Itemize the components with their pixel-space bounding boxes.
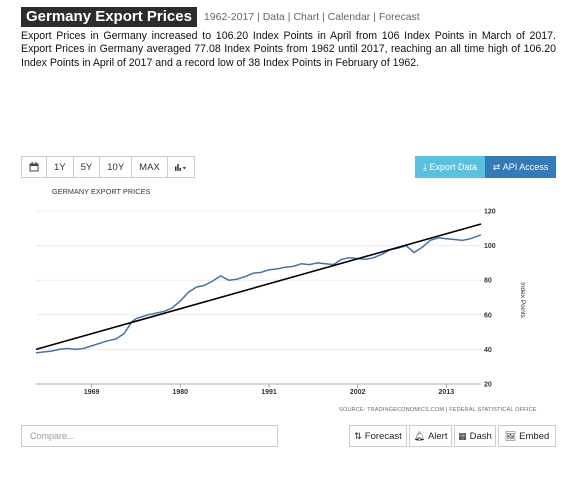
download-icon: ⤓ [422, 161, 430, 172]
chart-type-dropdown[interactable] [166, 156, 195, 178]
alert-label: Alert [427, 430, 448, 442]
dash-label: Dash [469, 430, 492, 442]
compare-input[interactable] [21, 425, 278, 447]
export-data-button[interactable]: ⤓ Export Data [415, 156, 485, 178]
api-access-label: API Access [502, 162, 549, 172]
x-tick-label: 2013 [439, 389, 455, 396]
dashboard-grid-icon: ▦ [458, 430, 467, 441]
bell-icon: 🔔︎ [413, 430, 425, 441]
y-tick-label: 20 [484, 382, 492, 389]
y-axis-label: Index Points [519, 282, 526, 319]
description-text: Export Prices in Germany increased to 10… [21, 30, 556, 69]
x-tick-label: 2002 [350, 389, 366, 396]
exchange-icon: ⇄ [492, 161, 503, 172]
chart-toolbar: 1Y 5Y 10Y MAX [21, 156, 195, 178]
embed-label: Embed [519, 430, 550, 442]
y-tick-label: 100 [484, 243, 496, 250]
y-tick-label: 80 [484, 278, 492, 285]
y-tick-label: 120 [484, 209, 496, 216]
x-tick-label: 1991 [261, 389, 277, 396]
chart-title: GERMANY EXPORT PRICES [52, 187, 151, 196]
y-tick-label: 60 [484, 312, 492, 319]
calendar-button[interactable] [21, 156, 47, 178]
forecast-label: Forecast [364, 430, 402, 442]
x-tick-label: 1980 [173, 389, 189, 396]
y-tick-label: 40 [484, 347, 492, 354]
page-header: Germany Export Prices 1962-2017 | Data |… [21, 7, 420, 27]
page-title: Germany Export Prices [21, 7, 197, 27]
range-5y-button[interactable]: 5Y [72, 156, 101, 178]
alert-button[interactable]: 🔔︎ Alert [409, 425, 452, 447]
sort-arrows-icon: ⇅ [354, 430, 362, 441]
bar-chart-icon [174, 163, 186, 171]
series-line [35, 234, 482, 354]
calendar-icon [29, 162, 39, 172]
line-chart: 20 40 60 80 100 120 1969 1980 1991 2002 2013 Inde… [35, 209, 526, 396]
forecast-button[interactable]: ⇅ Forecast [349, 425, 407, 447]
image-icon: 🖼︎ [504, 430, 517, 441]
export-data-label: Export Data [429, 162, 477, 172]
x-tick-label: 1969 [84, 389, 100, 396]
embed-button[interactable]: 🖼︎ Embed [498, 425, 556, 447]
trend-line [35, 223, 482, 351]
api-access-button[interactable]: ⇄ API Access [485, 156, 556, 178]
dash-button[interactable]: ▦ Dash [454, 425, 496, 447]
source-note: SOURCE: TRADINGECONOMICS.COM | FEDERAL S… [339, 407, 537, 413]
sub-navigation[interactable]: 1962-2017 | Data | Chart | Calendar | Fo… [203, 11, 420, 23]
